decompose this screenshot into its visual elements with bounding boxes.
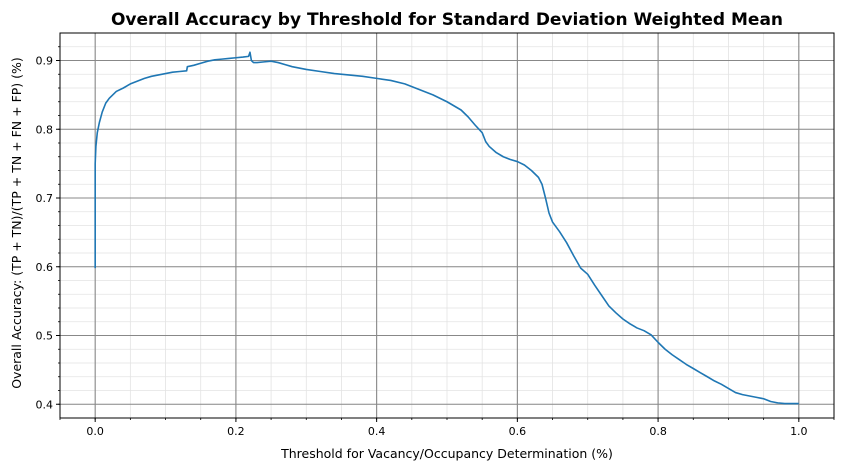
x-tick-label: 0.0 bbox=[86, 425, 104, 438]
y-tick-label: 0.9 bbox=[36, 55, 54, 68]
y-tick-label: 0.5 bbox=[36, 330, 54, 343]
chart-title: Overall Accuracy by Threshold for Standa… bbox=[111, 10, 783, 30]
x-tick-label: 1.0 bbox=[790, 425, 808, 438]
x-tick-label: 0.4 bbox=[368, 425, 386, 438]
y-axis-label: Overall Accuracy: (TP + TN)/(TP + TN + F… bbox=[9, 57, 24, 389]
y-tick-label: 0.8 bbox=[36, 123, 54, 136]
series-layer bbox=[94, 51, 799, 405]
y-tick-label: 0.4 bbox=[36, 398, 54, 411]
series-line-overall-accuracy bbox=[94, 51, 799, 405]
y-tick-label: 0.7 bbox=[36, 192, 54, 205]
y-tick-label: 0.6 bbox=[36, 261, 54, 274]
x-tick-label: 0.8 bbox=[649, 425, 667, 438]
x-tick-label: 0.6 bbox=[509, 425, 527, 438]
x-axis-label: Threshold for Vacancy/Occupancy Determin… bbox=[280, 446, 613, 461]
tick-marks bbox=[56, 46, 835, 422]
x-tick-label: 0.2 bbox=[227, 425, 245, 438]
tick-labels: 0.0 0.2 0.4 0.6 0.8 1.0 0.4 0.5 0.6 0.7 0.8 0.9 bbox=[36, 55, 808, 439]
